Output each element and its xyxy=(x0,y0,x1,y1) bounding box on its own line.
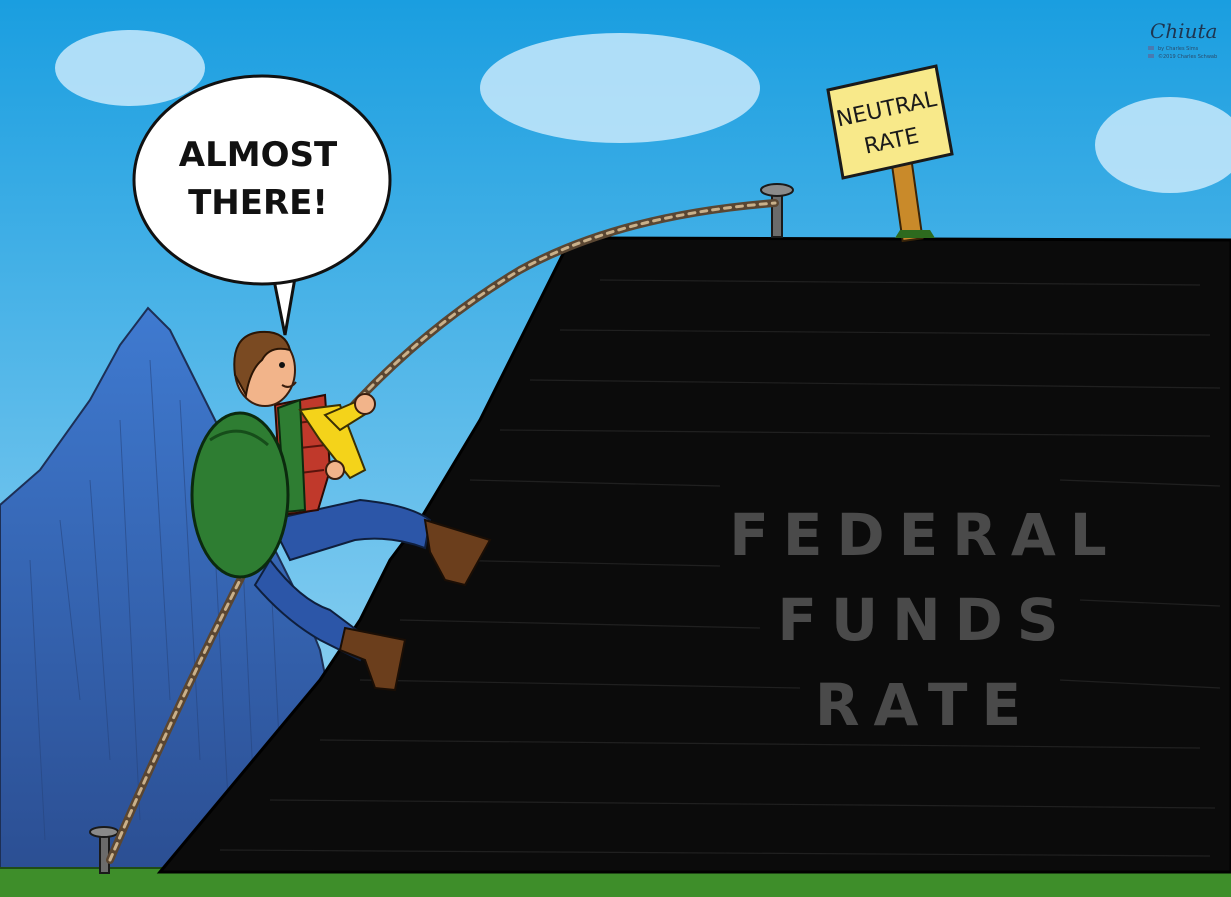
clouds xyxy=(55,30,1231,193)
rock-label-line1: FEDERAL xyxy=(729,501,1121,569)
speech-bubble: ALMOST THERE! xyxy=(132,74,392,336)
rock-label-line3: RATE xyxy=(815,671,1035,739)
top-anchor-bolt xyxy=(760,183,794,238)
signature-credit2: ©2019 Charles Schwab xyxy=(1158,53,1217,60)
artist-signature: Chiuta by Charles Sims ©2019 Charles Sch… xyxy=(1148,19,1217,60)
yellow-sleeve xyxy=(298,403,367,480)
back-boot xyxy=(338,626,407,692)
signature-credit1: by Charles Sims xyxy=(1158,46,1199,52)
signature-name: Chiuta xyxy=(1150,19,1217,43)
climber xyxy=(190,330,492,692)
green-backpack xyxy=(190,411,290,579)
neutral-rate-sign: NEUTRAL RATE xyxy=(826,64,954,243)
speech-text-line1: ALMOST xyxy=(179,135,338,175)
front-boot xyxy=(423,518,492,587)
brown-hair xyxy=(233,330,292,399)
speech-text-line2: THERE! xyxy=(188,183,328,223)
rock-texture xyxy=(219,279,1221,857)
rock-label-line2: FUNDS xyxy=(777,586,1072,654)
